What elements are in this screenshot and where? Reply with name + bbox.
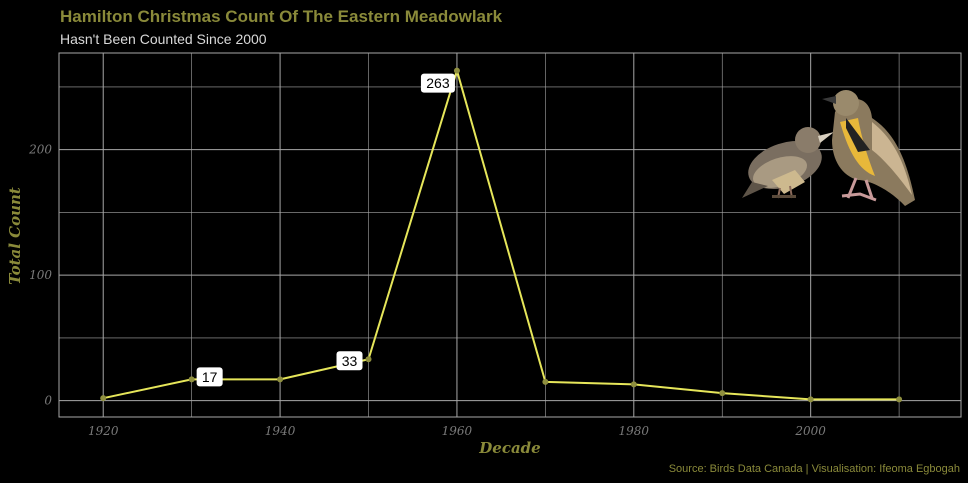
- y-axis-title: Total Count: [6, 187, 24, 285]
- data-label: 33: [342, 353, 358, 369]
- y-tick-label: 200: [28, 143, 52, 157]
- data-label-box: [336, 351, 363, 371]
- series-layer: [103, 69, 900, 401]
- meadowlark-birds-icon: [742, 90, 915, 206]
- chart-subtitle: Hasn't Been Counted Since 2000: [60, 31, 267, 47]
- data-label: 17: [202, 369, 218, 385]
- data-point: [453, 67, 460, 74]
- data-label-box: [420, 73, 455, 93]
- data-point: [277, 376, 284, 383]
- x-tick-label: 1940: [265, 424, 296, 438]
- data-point: [542, 378, 549, 385]
- plot-panel-border: [58, 52, 962, 418]
- chart-title: Hamilton Christmas Count Of The Eastern …: [60, 7, 503, 26]
- points-layer: [100, 67, 903, 403]
- x-tick-label: 1960: [442, 424, 473, 438]
- x-axis-title: Decade: [478, 439, 540, 457]
- x-tick-label: 1920: [88, 424, 119, 438]
- y-tick-labels: 0 100 200: [28, 143, 52, 408]
- data-labels-layer: 17 33 263: [196, 73, 455, 387]
- source-caption: Source: Birds Data Canada | Visualisatio…: [669, 463, 960, 475]
- data-point: [896, 396, 903, 403]
- data-point: [188, 376, 195, 383]
- small-meadowlark-figure: [742, 127, 834, 199]
- x-tick-label: 2000: [794, 424, 826, 438]
- data-label: 263: [426, 75, 450, 91]
- data-label-box: [196, 367, 223, 387]
- x-tick-label: 1980: [619, 424, 650, 438]
- data-point: [100, 395, 107, 402]
- x-tick-labels: 1920 1940 1960 1980 2000: [88, 424, 826, 438]
- y-tick-label: 100: [29, 268, 52, 282]
- data-point: [630, 381, 637, 388]
- series-line: [103, 69, 900, 401]
- large-meadowlark-figure: [822, 90, 915, 206]
- data-point: [365, 356, 372, 363]
- data-point: [719, 390, 726, 397]
- y-tick-label: 0: [44, 394, 52, 408]
- data-point: [807, 396, 814, 403]
